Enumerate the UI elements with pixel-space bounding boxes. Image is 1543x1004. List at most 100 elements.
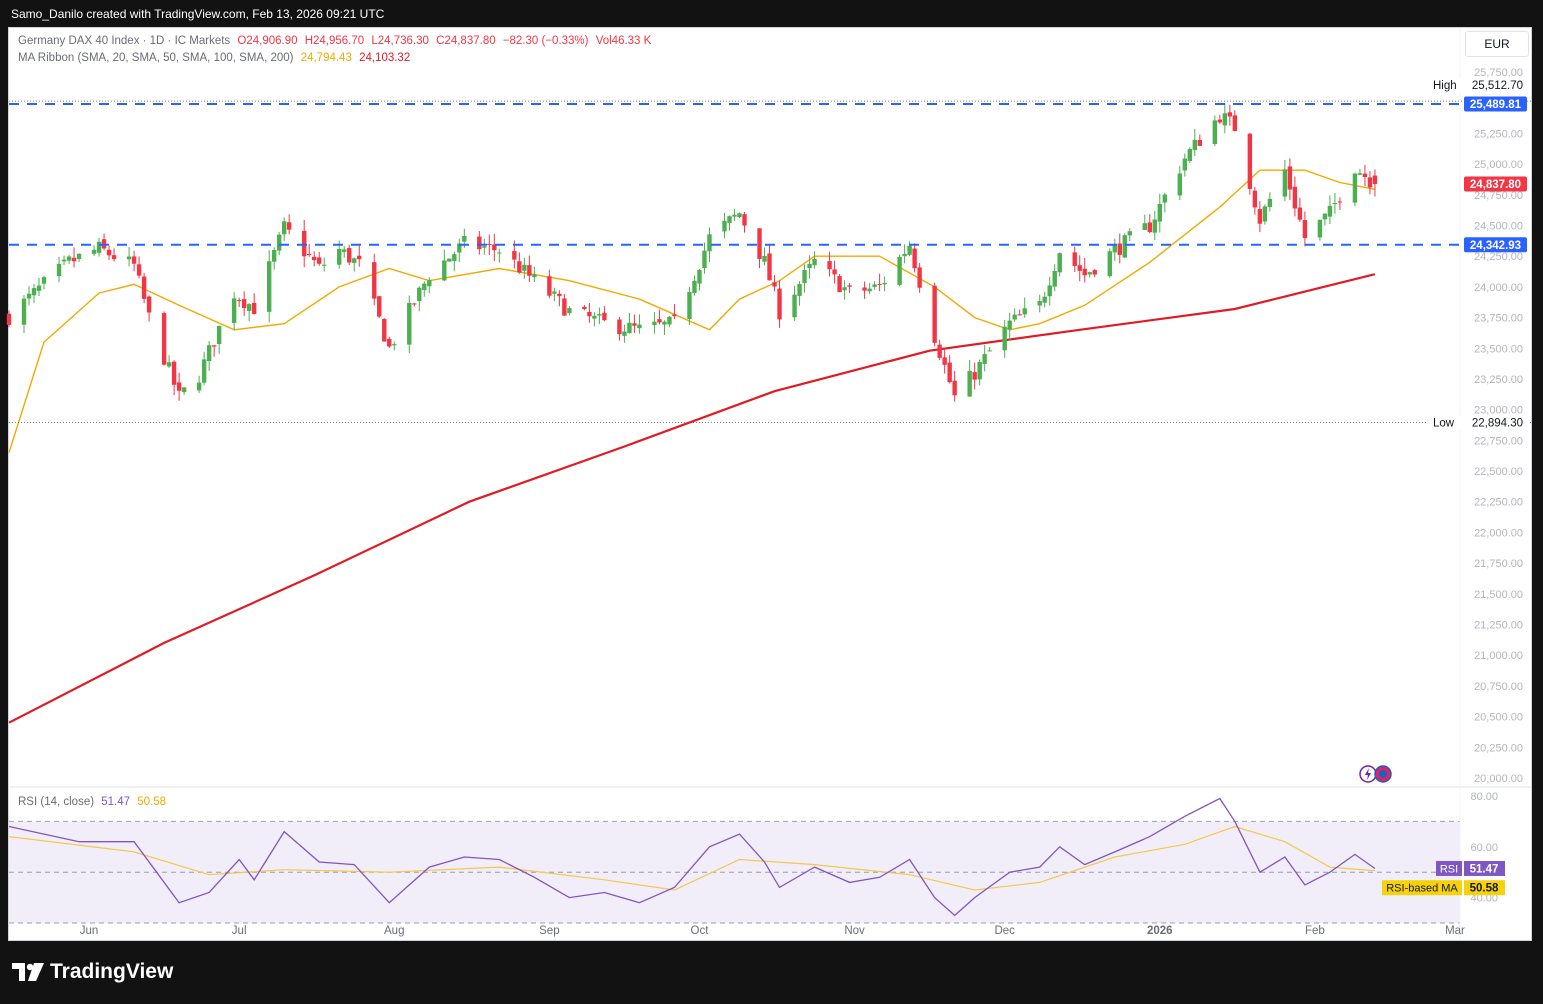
candle[interactable] [447, 258, 452, 262]
alert-icons[interactable] [1359, 765, 1392, 783]
candle[interactable] [627, 312, 632, 334]
candle[interactable] [662, 320, 667, 336]
candle[interactable] [196, 375, 202, 393]
candle[interactable] [477, 231, 482, 255]
candle[interactable] [967, 359, 972, 397]
candle[interactable] [1192, 128, 1198, 157]
candle[interactable] [231, 292, 237, 331]
candle[interactable] [1297, 197, 1303, 222]
candle[interactable] [737, 212, 742, 218]
candle[interactable] [1142, 214, 1147, 231]
candle[interactable] [1057, 252, 1062, 277]
candle[interactable] [1222, 103, 1228, 134]
candle[interactable] [867, 283, 872, 295]
candle[interactable] [722, 212, 727, 239]
candle[interactable] [547, 269, 552, 299]
candle[interactable] [1357, 168, 1363, 175]
candle[interactable] [987, 346, 992, 352]
candle[interactable] [1252, 186, 1258, 215]
candle[interactable] [1077, 255, 1082, 282]
candle[interactable] [937, 339, 942, 361]
candle[interactable] [1212, 115, 1218, 147]
candle[interactable] [767, 244, 772, 281]
candle[interactable] [1302, 211, 1308, 247]
candle[interactable] [672, 303, 677, 320]
candle[interactable] [897, 254, 902, 287]
candle[interactable] [917, 262, 922, 293]
candle[interactable] [832, 260, 837, 284]
candle[interactable] [161, 311, 167, 366]
candle[interactable] [732, 208, 737, 221]
candle[interactable] [201, 351, 207, 386]
candle[interactable] [1087, 271, 1092, 278]
candle[interactable] [1232, 110, 1238, 132]
candle[interactable] [166, 355, 172, 369]
candle[interactable] [66, 254, 72, 264]
rsi-line[interactable] [8, 797, 1376, 917]
candle[interactable] [422, 281, 427, 297]
candle[interactable] [522, 257, 527, 279]
candle[interactable] [1217, 114, 1223, 124]
candle[interactable] [281, 217, 287, 242]
candle[interactable] [6, 310, 12, 328]
candle[interactable] [742, 212, 747, 233]
candle[interactable] [702, 242, 707, 274]
candle[interactable] [972, 362, 977, 390]
candle[interactable] [377, 295, 382, 319]
candle[interactable] [1162, 192, 1167, 213]
candle[interactable] [141, 272, 147, 304]
candle[interactable] [442, 249, 447, 282]
candle[interactable] [457, 238, 462, 262]
candle[interactable] [777, 280, 782, 328]
candle[interactable] [1007, 312, 1012, 341]
candle[interactable] [1157, 193, 1162, 233]
candle[interactable] [241, 291, 247, 316]
candle[interactable] [146, 295, 152, 322]
candle[interactable] [246, 302, 252, 322]
candle[interactable] [552, 287, 557, 302]
candle[interactable] [1187, 147, 1193, 164]
candle[interactable] [1002, 319, 1007, 358]
candle[interactable] [802, 264, 807, 293]
candle[interactable] [657, 309, 662, 325]
legend-symbol[interactable]: Germany DAX 40 Index · 1D · IC Markets [18, 35, 231, 47]
candle[interactable] [452, 251, 457, 272]
candle[interactable] [1012, 308, 1017, 322]
candle[interactable] [1282, 159, 1288, 202]
candle[interactable] [206, 341, 212, 371]
candle[interactable] [417, 286, 422, 312]
candle[interactable] [1352, 172, 1358, 207]
candle[interactable] [492, 233, 497, 261]
candle[interactable] [1362, 164, 1368, 187]
candle[interactable] [101, 233, 107, 251]
candle[interactable] [1122, 233, 1127, 258]
tradingview-logo[interactable]: TradingView [12, 960, 173, 984]
candle[interactable] [617, 317, 622, 341]
candle[interactable] [652, 312, 657, 334]
candle[interactable] [902, 244, 907, 264]
candle[interactable] [952, 370, 957, 402]
candle[interactable] [792, 285, 797, 321]
candle[interactable] [1117, 233, 1122, 264]
candle[interactable] [91, 245, 97, 256]
candle[interactable] [517, 252, 522, 274]
candle[interactable] [136, 256, 142, 279]
candle[interactable] [707, 227, 712, 262]
candle[interactable] [597, 307, 602, 325]
candle[interactable] [637, 314, 642, 334]
candle[interactable] [1022, 297, 1027, 318]
candle[interactable] [1337, 197, 1343, 210]
candle[interactable] [312, 251, 317, 267]
candle[interactable] [837, 273, 842, 293]
candle[interactable] [1367, 171, 1373, 195]
candle[interactable] [31, 283, 37, 304]
candle[interactable] [317, 252, 322, 266]
candle[interactable] [562, 294, 567, 316]
candle[interactable] [912, 243, 917, 273]
candle[interactable] [527, 255, 532, 282]
candle[interactable] [877, 273, 882, 292]
candle[interactable] [1197, 134, 1203, 147]
candle[interactable] [592, 312, 597, 327]
candle[interactable] [286, 214, 292, 235]
candle[interactable] [487, 234, 492, 256]
